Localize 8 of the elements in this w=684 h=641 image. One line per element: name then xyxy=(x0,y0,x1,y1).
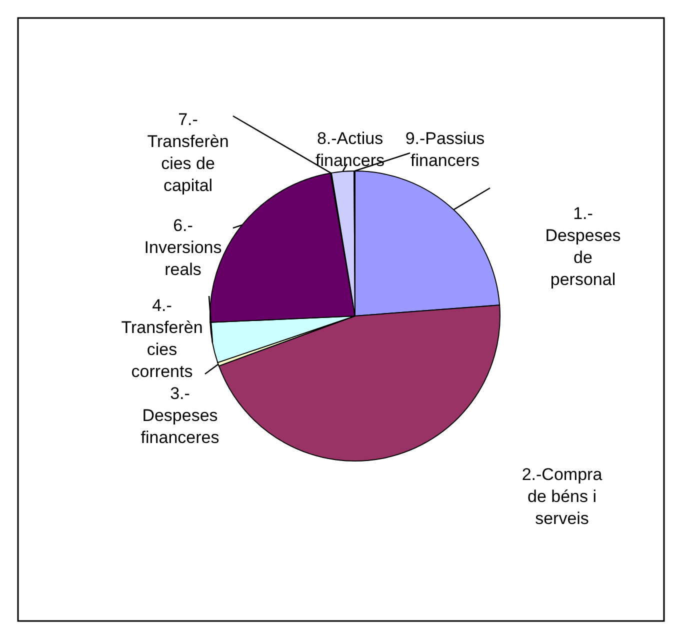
slice-label: 3.- Despeses financeres xyxy=(140,384,220,447)
slice-label: 1.- Despeses de personal xyxy=(545,204,621,289)
slice-label: 8.-Actius financers xyxy=(316,129,384,170)
slice-label: 4.- Transferències corrents xyxy=(121,296,203,381)
slice-label: 6.- Inversions reals xyxy=(144,216,222,279)
slice-label: 2.-Compra de béns i serveis xyxy=(522,465,603,528)
slice-label: 9.-Passius financers xyxy=(405,129,485,170)
slice-label: 7.- Transferències de capital xyxy=(147,110,229,195)
